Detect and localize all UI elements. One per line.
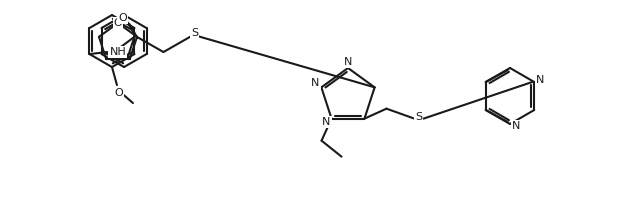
Text: O: O: [118, 13, 127, 23]
Text: S: S: [415, 112, 422, 122]
Text: N: N: [344, 57, 352, 67]
Text: O: O: [114, 18, 122, 28]
Text: NH: NH: [109, 47, 126, 57]
Text: N: N: [311, 78, 319, 88]
Text: N: N: [536, 75, 544, 85]
Text: N: N: [323, 117, 331, 127]
Text: N: N: [512, 121, 520, 131]
Text: S: S: [191, 28, 198, 38]
Text: O: O: [115, 88, 124, 98]
